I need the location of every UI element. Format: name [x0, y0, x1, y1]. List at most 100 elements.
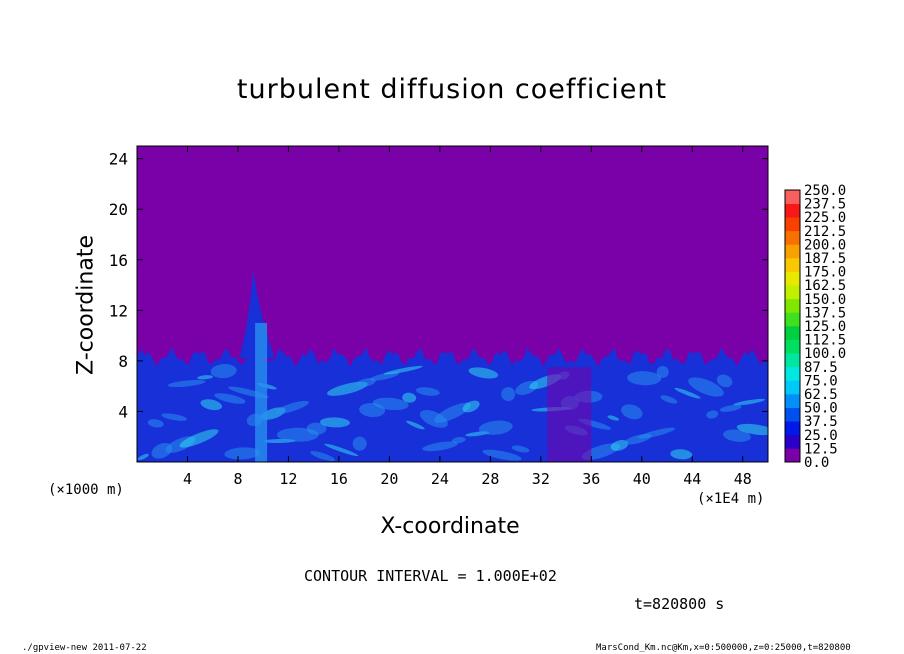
turbulent-layer — [137, 269, 768, 462]
colorbar-swatch — [785, 366, 800, 381]
turbulence-swirl — [324, 443, 359, 457]
colorbar-swatch — [785, 380, 800, 395]
colorbar-label: 212.5 — [804, 224, 846, 240]
turbulence-swirl — [200, 399, 223, 411]
x-unit-right: (×1E4 m) — [697, 491, 765, 507]
turbulence-swirl — [310, 451, 335, 462]
turbulence-swirl — [501, 387, 516, 402]
x-unit-left: (×1000 m) — [48, 482, 124, 498]
turbulence-swirl — [462, 400, 480, 413]
colorbar-label: 100.0 — [804, 346, 846, 362]
colorbar-label: 37.5 — [804, 414, 838, 430]
turbulence-swirl — [406, 420, 425, 430]
turbulence-swirl — [670, 449, 693, 460]
turbulence-swirl — [274, 400, 309, 414]
colorbar-label: 150.0 — [804, 292, 846, 308]
colorbar-label: 87.5 — [804, 360, 838, 376]
turbulence-swirl — [161, 413, 188, 421]
turbulence-swirl — [415, 387, 440, 396]
x-tick-label: 20 — [380, 470, 398, 488]
colorbar-label: 175.0 — [804, 265, 846, 281]
turbulence-swirl — [147, 419, 164, 428]
colorbar-swatch — [785, 353, 800, 368]
colorbar-label: 200.0 — [804, 237, 846, 253]
y-tick-label: 4 — [118, 402, 128, 421]
colorbar-label: 225.0 — [804, 210, 846, 226]
colorbar-swatch — [785, 203, 800, 218]
y-axis-label-text: Z-coordinate — [73, 235, 99, 375]
turbulence-swirl — [468, 367, 499, 379]
turbulence-swirl — [482, 449, 522, 461]
y-tick-label: 20 — [109, 200, 128, 219]
turbulence-swirl — [137, 453, 149, 461]
x-tick-label: 12 — [279, 470, 297, 488]
colorbar-swatch — [785, 312, 800, 327]
colorbar-label: 12.5 — [804, 441, 838, 457]
x-tick-label: 8 — [233, 470, 242, 488]
colorbar-label: 75.0 — [804, 373, 838, 389]
y-tick-label: 24 — [109, 150, 128, 169]
x-tick-label: 36 — [582, 470, 600, 488]
turbulence-swirl — [224, 447, 261, 460]
turbulence-swirl — [372, 397, 409, 411]
colorbar-swatch — [785, 421, 800, 436]
colorbar-swatch — [785, 326, 800, 340]
colorbar-swatch — [785, 434, 800, 449]
gap-region — [547, 367, 592, 462]
turbulence-swirl — [723, 429, 751, 442]
plot-frame — [136, 145, 769, 463]
y-tick-label: 16 — [109, 251, 128, 270]
turbulence-swirl — [706, 410, 719, 419]
colorbar-label: 50.0 — [804, 401, 838, 417]
turbulence-swirl — [656, 366, 669, 378]
turbulence-swirl — [511, 445, 530, 453]
turbulence-swirl — [688, 377, 724, 397]
chart-title: turbulent diffusion coefficient — [236, 74, 668, 105]
turbulence-swirl — [733, 398, 766, 406]
turbulence-swirl — [197, 375, 214, 380]
footer-right: MarsCond_Km.nc@Km,x=0:500000,z=0:25000,t… — [596, 643, 851, 653]
colorbar-label: 137.5 — [804, 305, 846, 321]
turbulence-swirl — [607, 415, 620, 421]
turbulence-swirl — [638, 427, 676, 439]
turbulence-swirl — [736, 423, 768, 436]
x-axis-label: X-coordinate — [380, 514, 520, 539]
colorbar-swatch — [785, 285, 800, 300]
colorbar-swatch — [785, 230, 800, 245]
colorbar-swatch — [785, 258, 800, 272]
turbulence-swirl — [210, 364, 237, 379]
x-tick-label: 44 — [683, 470, 701, 488]
colorbar-frame — [784, 189, 801, 463]
turbulence-swirl — [716, 374, 733, 388]
turbulence-swirl — [167, 379, 206, 388]
turbulence-swirl — [356, 378, 376, 388]
turbulence-swirl — [352, 436, 367, 451]
colorbar-swatch — [785, 298, 800, 313]
contour-interval: CONTOUR INTERVAL = 1.000E+02 — [304, 567, 557, 585]
turbulence-swirl — [369, 372, 400, 381]
x-axis: 4 8 12 16 20 24 28 32 36 40 44 48 — [183, 146, 752, 488]
colorbar-swatch — [785, 217, 800, 232]
x-tick-label: 24 — [431, 470, 449, 488]
colorbar-label: 187.5 — [804, 251, 846, 267]
colorbar-label: 162.5 — [804, 278, 846, 294]
colorbar-swatch — [785, 244, 800, 259]
y-axis: 4 8 12 16 20 24 — [109, 150, 768, 421]
turbulence-swirl — [434, 402, 471, 423]
colorbar-swatch — [785, 407, 800, 422]
turbulence-swirl — [451, 436, 466, 444]
x-tick-label: 48 — [734, 470, 752, 488]
x-tick-label: 4 — [183, 470, 192, 488]
plume-column — [255, 322, 268, 462]
turbulence-swirl — [660, 395, 678, 404]
x-tick-label: 28 — [481, 470, 499, 488]
colorbar-swatch — [785, 339, 800, 354]
turbulence-swirl — [402, 392, 417, 403]
colorbar-swatch — [785, 448, 800, 463]
turbulence-swirl — [306, 422, 327, 435]
turbulence-swirl — [419, 410, 448, 428]
time-label: t=820800 s — [634, 595, 725, 613]
x-tick-label: 16 — [330, 470, 348, 488]
colorbar-swatch — [785, 394, 800, 408]
